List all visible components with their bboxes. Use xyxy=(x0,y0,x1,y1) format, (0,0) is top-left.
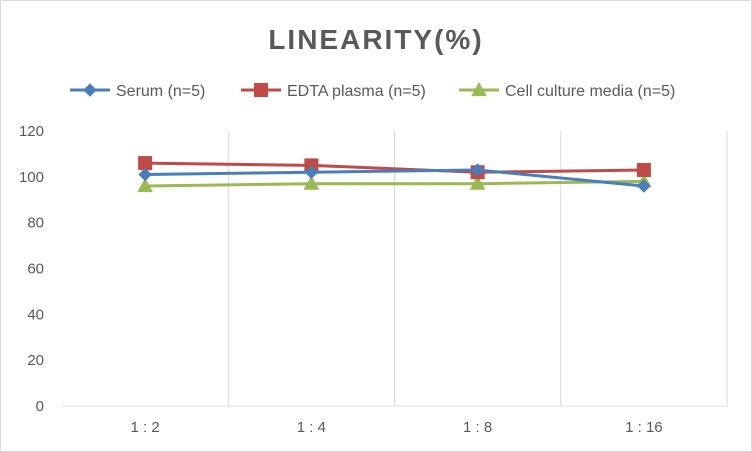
data-point xyxy=(138,156,153,171)
data-point xyxy=(470,163,485,177)
y-tick-label: 80 xyxy=(27,215,44,232)
legend: Serum (n=5) EDTA plasma (n=5) Cell culture… xyxy=(70,81,675,100)
series-line xyxy=(145,179,644,188)
y-tick-label: 0 xyxy=(36,398,44,415)
legend-item: Cell culture media (n=5) xyxy=(459,81,675,100)
legend-label: Cell culture media (n=5) xyxy=(505,83,675,100)
series-1 xyxy=(138,163,651,193)
chart-title: LINEARITY(%) xyxy=(268,24,483,55)
y-tick-label: 60 xyxy=(27,261,44,278)
x-tick-label: 1 : 2 xyxy=(131,419,160,436)
x-tick-label: 1 : 8 xyxy=(463,419,492,436)
y-tick-label: 40 xyxy=(27,306,44,323)
series-line xyxy=(145,161,644,174)
data-point xyxy=(303,175,320,190)
x-tick-label: 1 : 4 xyxy=(297,419,326,436)
y-axis-ticks: 0 20 40 60 80 100 120 xyxy=(19,123,44,415)
y-tick-label: 20 xyxy=(27,352,44,369)
data-point xyxy=(636,162,651,177)
y-tick-label: 100 xyxy=(19,169,44,186)
gridlines xyxy=(62,131,728,407)
series-group xyxy=(137,156,652,193)
x-axis-ticks: 1 : 2 1 : 4 1 : 8 1 : 16 xyxy=(131,419,663,436)
legend-label: Serum (n=5) xyxy=(116,83,205,100)
x-tick-label: 1 : 16 xyxy=(625,419,663,436)
legend-label: EDTA plasma (n=5) xyxy=(287,83,426,100)
legend-marker xyxy=(83,83,97,97)
data-point xyxy=(637,179,651,193)
legend-item: EDTA plasma (n=5) xyxy=(241,83,426,100)
data-point xyxy=(137,177,153,193)
y-tick-label: 120 xyxy=(19,123,44,140)
data-point xyxy=(138,167,152,182)
series-line xyxy=(145,168,645,188)
legend-marker xyxy=(471,81,487,97)
legend-item: Serum (n=5) xyxy=(70,83,205,100)
data-point xyxy=(469,175,486,190)
data-point xyxy=(304,165,319,179)
legend-marker xyxy=(254,83,268,97)
